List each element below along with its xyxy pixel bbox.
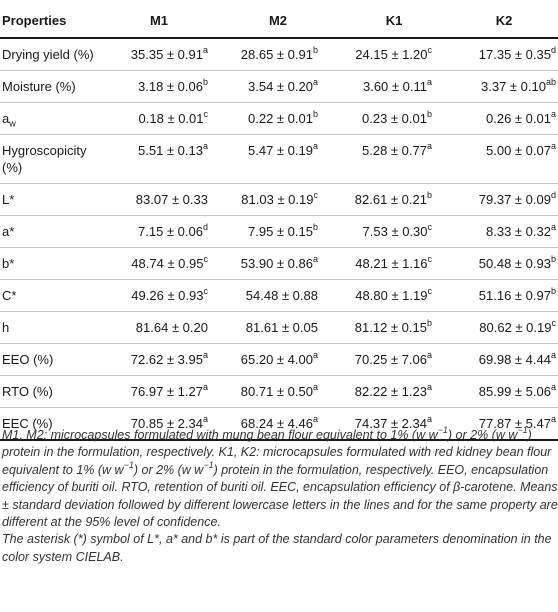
header-k1: K1: [338, 3, 450, 39]
row-property-label: h: [0, 311, 100, 344]
table-header-row: Properties M1 M2 K1 K2: [0, 3, 558, 39]
table-row: aw 0.18 ± 0.01c 0.22 ± 0.01b 0.23 ± 0.01b 0.…: [0, 102, 558, 135]
value-cell: 5.28 ± 0.77a: [338, 134, 450, 184]
value-cell: 81.12 ± 0.15b: [338, 311, 450, 344]
value-cell: 81.03 ± 0.19c: [218, 183, 338, 216]
table-row: Moisture (%) 3.18 ± 0.06b 3.54 ± 0.20a 3.60…: [0, 70, 558, 103]
value-cell: 0.23 ± 0.01b: [338, 102, 450, 135]
row-property-label: Hygroscopicity (%): [0, 134, 100, 184]
table-row: EEO (%) 72.62 ± 3.95a 65.20 ± 4.00a 70.25 ±…: [0, 343, 558, 376]
footnote-asterisk: The asterisk (*) symbol of L*, a* and b*…: [2, 532, 552, 564]
value-cell: 81.64 ± 0.20: [100, 311, 218, 344]
value-cell: 48.74 ± 0.95c: [100, 247, 218, 280]
table-row: C* 49.26 ± 0.93c 54.48 ± 0.88 48.80 ± 1.19c…: [0, 279, 558, 312]
table-row: Drying yield (%) 35.35 ± 0.91a 28.65 ± 0.9…: [0, 38, 558, 71]
header-k2: K2: [450, 3, 558, 39]
table-row: Hygroscopicity (%) 5.51 ± 0.13a 5.47 ± 0.1…: [0, 134, 558, 184]
value-cell: 48.21 ± 1.16c: [338, 247, 450, 280]
value-cell: 50.48 ± 0.93b: [450, 247, 558, 280]
value-cell: 8.33 ± 0.32a: [450, 215, 558, 248]
value-cell: 70.85 ± 2.34a: [100, 407, 218, 441]
value-cell: 0.22 ± 0.01b: [218, 102, 338, 135]
value-cell: 69.98 ± 4.44a: [450, 343, 558, 376]
row-property-label: EEO (%): [0, 343, 100, 376]
properties-table: Properties M1 M2 K1 K2 Drying yield (%) 3…: [0, 3, 558, 441]
row-property-label: aw: [0, 102, 100, 135]
value-cell: 54.48 ± 0.88: [218, 279, 338, 312]
value-cell: 81.61 ± 0.05: [218, 311, 338, 344]
row-property-label: b*: [0, 247, 100, 280]
value-cell: 85.99 ± 5.06a: [450, 375, 558, 408]
value-cell: 7.15 ± 0.06d: [100, 215, 218, 248]
value-cell: 3.60 ± 0.11a: [338, 70, 450, 103]
table-row: EEC (%) 70.85 ± 2.34a 68.24 ± 4.46a 74.37 ±…: [0, 407, 558, 441]
value-cell: 82.22 ± 1.23a: [338, 375, 450, 408]
value-cell: 3.37 ± 0.10ab: [450, 70, 558, 103]
value-cell: 74.37 ± 2.34a: [338, 407, 450, 441]
value-cell: 80.62 ± 0.19c: [450, 311, 558, 344]
value-cell: 65.20 ± 4.00a: [218, 343, 338, 376]
value-cell: 51.16 ± 0.97b: [450, 279, 558, 312]
value-cell: 0.26 ± 0.01a: [450, 102, 558, 135]
value-cell: 49.26 ± 0.93c: [100, 279, 218, 312]
value-cell: 28.65 ± 0.91b: [218, 38, 338, 71]
table-row: h 81.64 ± 0.20 81.61 ± 0.05 81.12 ± 0.15b 80…: [0, 311, 558, 344]
value-cell: 5.51 ± 0.13a: [100, 134, 218, 184]
value-cell: 77.87 ± 5.47a: [450, 407, 558, 441]
row-property-label: L*: [0, 183, 100, 216]
row-property-label: RTO (%): [0, 375, 100, 408]
header-m1: M1: [100, 3, 218, 39]
table-row: a* 7.15 ± 0.06d 7.95 ± 0.15b 7.53 ± 0.30c 8.…: [0, 215, 558, 248]
row-property-label: a*: [0, 215, 100, 248]
value-cell: 7.95 ± 0.15b: [218, 215, 338, 248]
value-cell: 24.15 ± 1.20c: [338, 38, 450, 71]
value-cell: 82.61 ± 0.21b: [338, 183, 450, 216]
footnote-abbreviations: M1, M2: microcapsules formulated with mu…: [2, 424, 558, 530]
header-properties: Properties: [0, 3, 100, 39]
table-row: RTO (%) 76.97 ± 1.27a 80.71 ± 0.50a 82.22 ±…: [0, 375, 558, 408]
header-m2: M2: [218, 3, 338, 39]
table-row: b* 48.74 ± 0.95c 53.90 ± 0.86a 48.21 ± 1.16…: [0, 247, 558, 280]
value-cell: 80.71 ± 0.50a: [218, 375, 338, 408]
value-cell: 72.62 ± 3.95a: [100, 343, 218, 376]
value-cell: 83.07 ± 0.33: [100, 183, 218, 216]
value-cell: 0.18 ± 0.01c: [100, 102, 218, 135]
table-row: L* 83.07 ± 0.33 81.03 ± 0.19c 82.61 ± 0.21b…: [0, 183, 558, 216]
value-cell: 48.80 ± 1.19c: [338, 279, 450, 312]
value-cell: 5.00 ± 0.07a: [450, 134, 558, 184]
row-property-label: C*: [0, 279, 100, 312]
value-cell: 70.25 ± 7.06a: [338, 343, 450, 376]
table-body: Drying yield (%) 35.35 ± 0.91a 28.65 ± 0.9…: [0, 38, 558, 441]
value-cell: 35.35 ± 0.91a: [100, 38, 218, 71]
table-footnotes: M1, M2: microcapsules formulated with mu…: [2, 424, 558, 566]
value-cell: 53.90 ± 0.86a: [218, 247, 338, 280]
value-cell: 17.35 ± 0.35d: [450, 38, 558, 71]
value-cell: 3.54 ± 0.20a: [218, 70, 338, 103]
value-cell: 76.97 ± 1.27a: [100, 375, 218, 408]
value-cell: 7.53 ± 0.30c: [338, 215, 450, 248]
value-cell: 68.24 ± 4.46a: [218, 407, 338, 441]
value-cell: 79.37 ± 0.09d: [450, 183, 558, 216]
row-property-label: Moisture (%): [0, 70, 100, 103]
value-cell: 3.18 ± 0.06b: [100, 70, 218, 103]
row-property-label: EEC (%): [0, 407, 100, 441]
value-cell: 5.47 ± 0.19a: [218, 134, 338, 184]
row-property-label: Drying yield (%): [0, 38, 100, 71]
